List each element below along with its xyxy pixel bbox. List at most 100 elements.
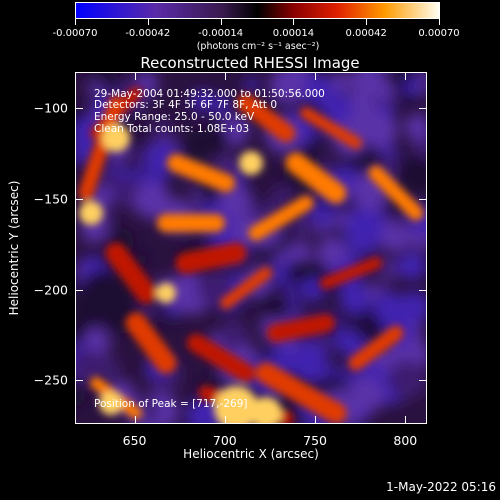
colorbar-tick-label: -0.00014 [198,28,244,39]
heatmap-texture-streak [237,94,295,142]
heatmap-texture-blob [374,81,395,101]
heatmap-hotspot [156,283,176,303]
heatmap-hotspot [102,124,130,152]
heatmap-texture-blob [330,73,351,93]
colorbar-tick [220,19,222,25]
colorbar-tick-label: 0.00070 [418,28,460,39]
heatmap-texture-streak [348,325,404,371]
colorbar-tick-label: 0.00014 [272,28,315,39]
colorbar-gradient [76,3,439,18]
heatmap-texture-streak [167,154,235,192]
y-tick-mark [419,380,427,382]
heatmap-texture-streak [78,95,124,201]
y-tick-label: −200 [33,282,68,298]
heatmap-hotspot [99,391,123,415]
heatmap-texture-streak [248,195,314,241]
x-tick-mark [405,416,407,424]
colorbar-tick [147,19,149,25]
y-tick-mark [419,108,427,110]
y-tick-mark [419,199,427,200]
heatmap-texture-blob [82,269,119,306]
x-tick-mark [134,72,136,80]
colorbar-tick [366,19,368,25]
heatmap-texture-blob [134,182,171,219]
heatmap-texture-streak [187,334,255,382]
x-tick-label: 700 [212,433,237,448]
heatmap-texture-blob [397,291,426,324]
heatmap-texture-blob [279,288,293,302]
heatmap-texture-blob [300,73,332,105]
y-axis-label: Heliocentric Y (arcsec) [7,180,21,316]
heatmap-texture-blob [76,387,86,408]
heatmap-texture-blob [269,73,307,104]
x-tick-mark [224,72,226,80]
heatmap-texture-blob [76,348,108,386]
heatmap-texture-streak [320,257,382,289]
x-tick-mark [405,72,407,80]
heatmap-texture-streak [267,314,335,342]
colorbar-tick-label: -0.00042 [125,28,171,39]
heatmap-texture-streak [255,362,347,423]
heatmap-texture-blob [316,237,347,268]
heatmap-texture-streak [105,242,157,304]
heatmap-texture-blob [288,297,302,311]
heatmap-texture-blob [197,270,233,306]
heatmap-texture-blob [365,283,381,299]
heatmap-texture-blob [138,76,156,93]
heatmap-texture-blob [76,319,88,343]
footer-date: 1-May-2022 05:16 [386,480,496,494]
colorbar-units: (photons cm⁻² s⁻¹ asec⁻²) [196,41,320,52]
heatmap-texture-blob [243,77,259,92]
heatmap-texture-blob [387,359,426,399]
x-tick-mark [315,416,317,424]
colorbar-tick-label: 0.00042 [345,28,387,39]
heatmap-texture-blob [225,161,242,179]
heatmap-texture-blob [143,402,158,418]
heatmap-texture-blob [171,298,186,314]
y-tick-mark [75,199,83,200]
x-tick-mark [224,416,226,424]
heatmap-texture-streak [125,312,177,374]
heatmap-texture-blob [212,95,231,115]
colorbar [75,2,440,19]
heatmap-hotspot [214,386,258,423]
x-tick-mark [134,416,136,424]
heatmap-texture-blob [396,155,426,196]
heatmap-texture-blob [412,230,426,251]
image-plot [75,72,427,424]
colorbar-tick [75,19,76,25]
heatmap-texture-blob [403,78,419,95]
y-tick-label: −150 [33,191,68,207]
heatmap-hotspot [250,397,282,423]
heatmap-texture-blob [301,277,325,302]
colorbar-tick-label: -0.00070 [52,28,98,39]
heatmap-texture-blob [272,185,294,207]
heatmap-texture-blob [321,92,353,124]
heatmap-texture-streak [175,242,247,274]
heatmap-texture-blob [307,137,321,150]
x-tick-label: 650 [122,433,147,448]
colorbar-tick [293,19,295,25]
heatmap-texture-blob [362,112,398,149]
heatmap-texture-blob [84,327,107,350]
y-tick-label: −250 [33,372,68,388]
heatmap-texture-blob [150,120,173,143]
peak-position-text: Position of Peak = [717,-269] [94,398,248,410]
heatmap-texture-blob [218,319,249,350]
heatmap-texture-blob [398,251,426,280]
x-tick-label: 800 [393,433,418,448]
method-counts-text: Clean Total counts: 1.08E+03 [94,123,250,135]
x-tick-mark [315,72,317,80]
heatmap-texture-streak [220,267,272,309]
time-range-text: 29-May-2004 01:49:32.000 to 01:50:56.000 [94,88,325,100]
y-tick-mark [75,108,83,110]
heatmap-hotspot [79,201,103,225]
heatmap-texture-blob [88,81,103,96]
energy-range-text: Energy Range: 25.0 - 50.0 keV [94,111,255,123]
y-tick-mark [75,289,83,291]
heatmap-texture-blob [290,211,318,239]
plot-title: Reconstructed RHESSI Image [140,54,360,72]
heatmap-texture-blob [404,113,426,141]
heatmap-texture-streak [285,152,347,204]
y-tick-mark [75,380,83,382]
